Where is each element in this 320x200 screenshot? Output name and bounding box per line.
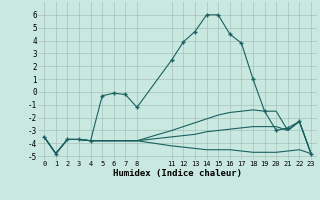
X-axis label: Humidex (Indice chaleur): Humidex (Indice chaleur) xyxy=(113,169,242,178)
